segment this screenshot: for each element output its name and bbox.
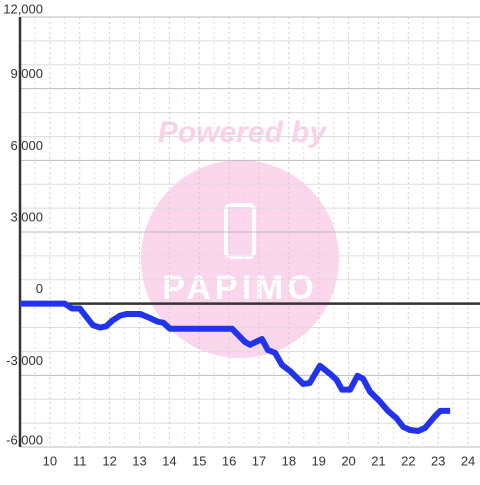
x-tick-label: 15 (192, 453, 206, 468)
y-tick-label: -6,000 (6, 432, 43, 447)
watermark-logo: PAPIMO (162, 269, 318, 307)
x-tick-label: 14 (162, 453, 176, 468)
watermark-icon (224, 203, 256, 259)
x-tick-label: 12 (102, 453, 116, 468)
x-tick-label: 10 (43, 453, 57, 468)
x-tick-label: 16 (222, 453, 236, 468)
x-tick-label: 19 (311, 453, 325, 468)
x-tick-label: 22 (401, 453, 415, 468)
y-tick-label: 0 (36, 281, 43, 296)
x-tick-label: 23 (431, 453, 445, 468)
y-tick-label: 9,000 (10, 66, 43, 81)
x-tick-label: 17 (252, 453, 266, 468)
y-tick-label: -3,000 (6, 353, 43, 368)
y-tick-label: 3,000 (10, 209, 43, 224)
x-tick-label: 13 (132, 453, 146, 468)
data-line (20, 300, 451, 434)
x-tick-label: 21 (371, 453, 385, 468)
watermark-text: Powered by (158, 116, 328, 149)
x-tick-label: 20 (341, 453, 355, 468)
y-tick-label: 12,000 (3, 1, 43, 16)
y-tick-label: 6,000 (10, 138, 43, 153)
x-tick-label: 11 (73, 453, 87, 468)
x-tick-label: 18 (282, 453, 296, 468)
x-tick-label: 24 (461, 453, 475, 468)
